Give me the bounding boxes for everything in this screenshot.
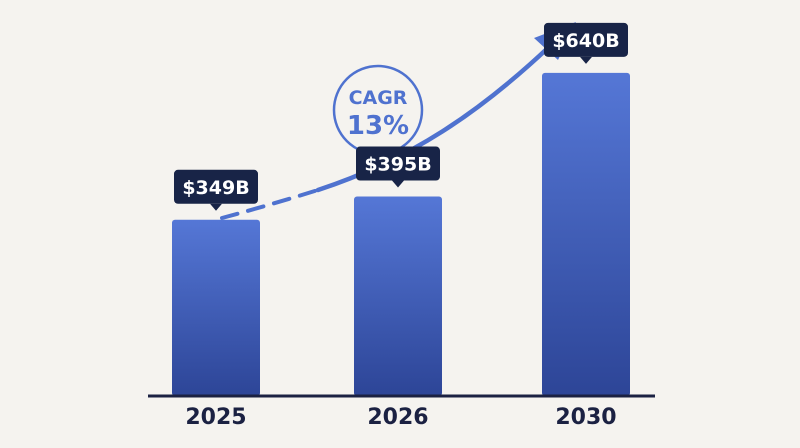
- value-label-2025: $349B: [174, 169, 258, 211]
- value-label-2026: $395B: [356, 146, 440, 188]
- trend-line-solid: [315, 43, 553, 193]
- value-label-text: $395B: [364, 154, 431, 176]
- value-label-pointer: [580, 56, 592, 64]
- cagr-value: 13%: [347, 111, 409, 141]
- value-label-pointer: [210, 203, 222, 211]
- x-axis-tick-labels: 2025 2026 2030: [185, 405, 616, 430]
- x-tick-label-2025: 2025: [185, 405, 246, 430]
- bar-2026: [354, 196, 442, 396]
- x-tick-label-2030: 2030: [555, 405, 616, 430]
- value-label-text: $640B: [552, 30, 619, 52]
- bar-2025: [172, 219, 260, 396]
- value-label-text: $349B: [182, 177, 249, 199]
- value-label-background: [356, 146, 440, 181]
- x-tick-label-2026: 2026: [367, 405, 428, 430]
- trend-line-dashed: [220, 188, 320, 220]
- bars: $349B $395B $640B: [172, 22, 630, 396]
- value-label-2030: $640B: [544, 22, 628, 64]
- value-label-background: [544, 22, 628, 57]
- value-label-background: [174, 169, 258, 204]
- cagr-badge: CAGR 13%: [332, 64, 424, 156]
- bar-2030: [542, 72, 630, 396]
- value-label-pointer: [392, 180, 404, 188]
- cagr-title: CAGR: [349, 87, 408, 109]
